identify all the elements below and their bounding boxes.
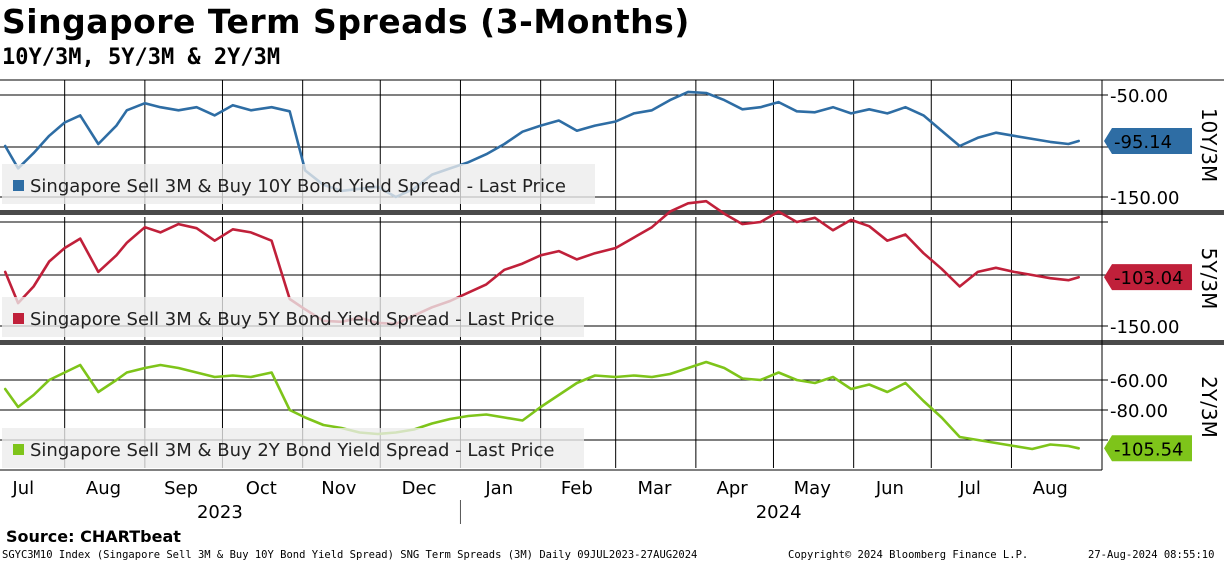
panel-label: 2Y/3M — [1197, 376, 1221, 438]
last-value-badge — [1104, 264, 1192, 291]
last-value-label: -95.14 — [1114, 132, 1172, 153]
panel-2Y-3M: -60.00 -80.00 Singapore Sell 3M & Buy 2Y B… — [0, 346, 1221, 468]
panel-label: 5Y/3M — [1197, 248, 1221, 310]
x-year-label: 2024 — [756, 502, 802, 523]
x-tick-label: Mar — [637, 478, 672, 499]
source-note: Source: CHARTbeat — [6, 527, 181, 546]
x-tick-label: Oct — [246, 478, 277, 499]
x-tick-label: Jan — [484, 478, 513, 499]
chart-subtitle: 10Y/3M, 5Y/3M & 2Y/3M — [2, 45, 281, 70]
panel-separator — [0, 210, 1224, 215]
last-value-badge — [1104, 128, 1192, 155]
x-tick-label: Dec — [402, 478, 437, 499]
panel-5Y-3M: -150.00 Singapore Sell 3M & Buy 5Y Bond Y… — [0, 199, 1221, 340]
series-line — [3, 90, 1080, 199]
x-tick-label: Aug — [86, 478, 121, 499]
panel-separator — [0, 340, 1224, 345]
x-tick-label: Feb — [561, 478, 593, 499]
legend-label: Singapore Sell 3M & Buy 5Y Bond Yield Sp… — [30, 309, 554, 330]
x-tick-label: Jul — [11, 478, 34, 499]
legend-label: Singapore Sell 3M & Buy 2Y Bond Yield Sp… — [30, 440, 554, 461]
legend-box — [2, 164, 595, 204]
legend-box — [2, 297, 584, 337]
footer-index-info: SGYC3M10 Index (Singapore Sell 3M & Buy … — [2, 549, 698, 561]
last-value-label: -105.54 — [1114, 439, 1183, 460]
x-tick-label: Jun — [875, 478, 904, 499]
legend-swatch — [13, 180, 24, 191]
panel-10Y-3M: -50.00 -150.00 Singapore Sell 3M & Buy 10Y… — [0, 80, 1221, 210]
panel-label: 10Y/3M — [1197, 108, 1221, 182]
y-tick-label: -50.00 — [1110, 86, 1168, 107]
footer-copyright: Copyright© 2024 Bloomberg Finance L.P. — [788, 549, 1029, 561]
last-value-badge — [1104, 435, 1192, 462]
footer-timestamp: 27-Aug-2024 08:55:10 — [1088, 549, 1215, 561]
chart-title: Singapore Term Spreads (3-Months) — [2, 2, 690, 41]
legend-label: Singapore Sell 3M & Buy 10Y Bond Yield S… — [30, 176, 566, 197]
y-tick-label: -150.00 — [1110, 188, 1179, 209]
series-line — [3, 199, 1080, 326]
series-line — [3, 360, 1080, 451]
x-tick-label: Jul — [958, 478, 981, 499]
y-tick-label: -80.00 — [1110, 401, 1168, 422]
x-tick-label: Apr — [717, 478, 749, 499]
last-value-label: -103.04 — [1114, 268, 1183, 289]
legend-swatch — [13, 313, 24, 324]
x-tick-label: Aug — [1033, 478, 1068, 499]
x-tick-label: Sep — [164, 478, 198, 499]
y-tick-label: -150.00 — [1110, 317, 1179, 338]
legend-swatch — [13, 444, 24, 455]
y-tick-label: -60.00 — [1110, 371, 1168, 392]
x-tick-label: May — [794, 478, 832, 499]
x-tick-label: Nov — [321, 478, 356, 499]
legend-box — [2, 428, 584, 468]
x-year-label: 2023 — [197, 502, 243, 523]
